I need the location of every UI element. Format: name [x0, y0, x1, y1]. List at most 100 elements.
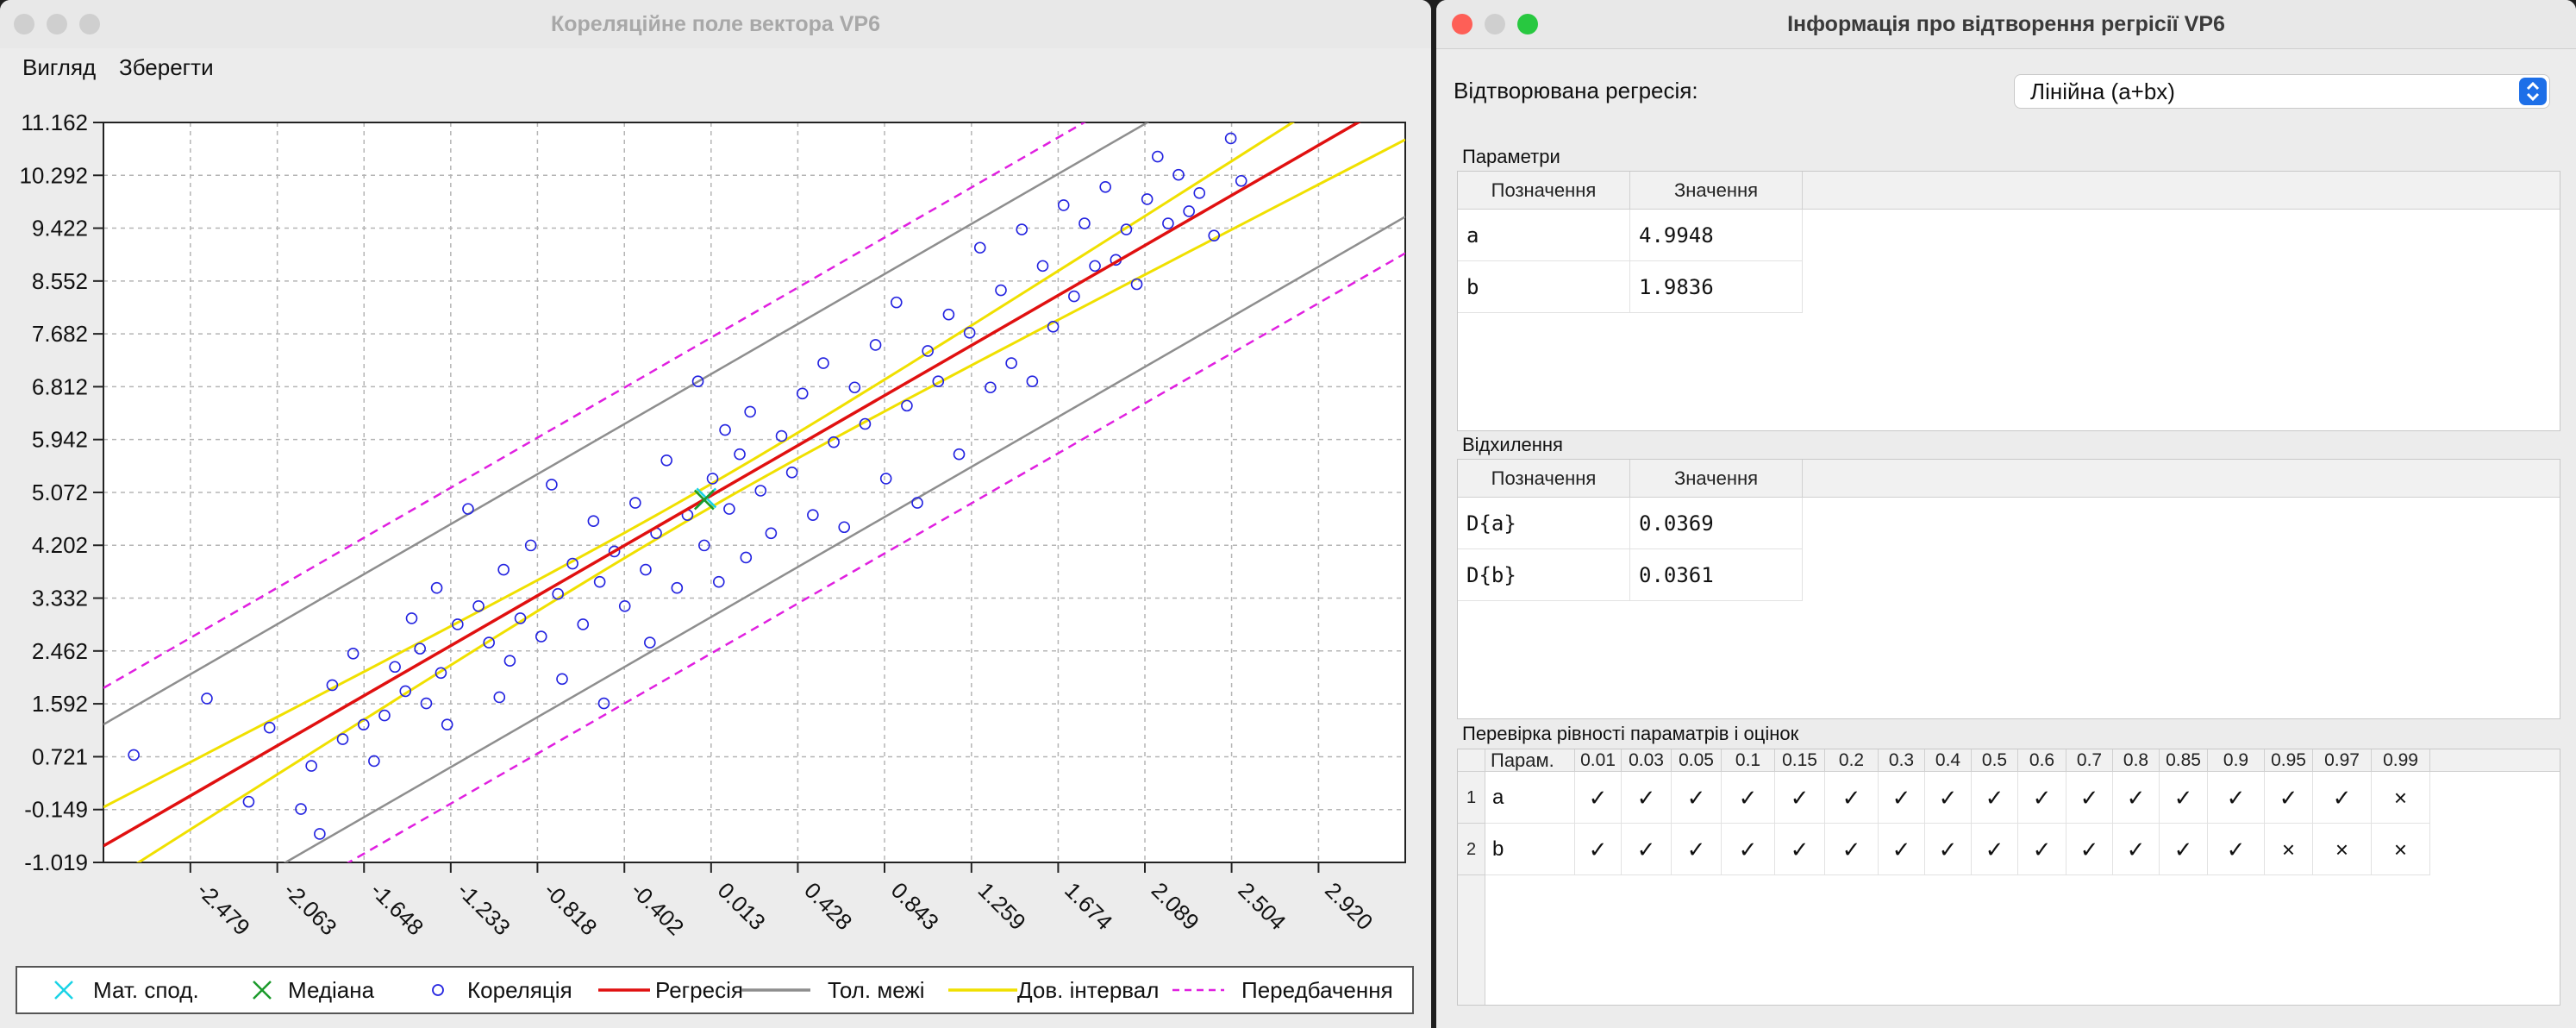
scatter-point[interactable]	[1057, 199, 1070, 211]
close-button[interactable]	[14, 14, 34, 34]
scatter-point[interactable]	[740, 551, 753, 564]
check-header-level[interactable]: 0.6	[2018, 749, 2066, 772]
minimize-button[interactable]	[1485, 14, 1505, 34]
deviation-header-name[interactable]: Позначення	[1458, 460, 1630, 498]
scatter-point[interactable]	[326, 679, 339, 692]
check-header-level[interactable]: 0.2	[1825, 749, 1879, 772]
scatter-point[interactable]	[503, 655, 516, 668]
scatter-point[interactable]	[1047, 321, 1060, 333]
scatter-point[interactable]	[1026, 375, 1039, 388]
scatter-point[interactable]	[1016, 223, 1029, 235]
check-mark[interactable]: ✓	[1879, 772, 1925, 824]
scatter-point[interactable]	[932, 375, 945, 388]
check-table[interactable]: Парам. 0.01 0.03 0.05 0.1 0.15 0.2 0.3 0.4 0.5 0.6…	[1457, 749, 2560, 1006]
scatter-point[interactable]	[644, 636, 656, 649]
check-mark[interactable]: ✓	[1575, 824, 1622, 875]
scatter-point[interactable]	[452, 618, 464, 630]
scatter-point[interactable]	[295, 803, 307, 815]
scatter-point[interactable]	[497, 563, 510, 576]
check-header-level[interactable]: 0.15	[1775, 749, 1825, 772]
scatter-point[interactable]	[671, 581, 684, 594]
check-mark[interactable]: ✓	[2113, 772, 2160, 824]
scatter-point[interactable]	[629, 497, 641, 509]
check-header-level[interactable]: 0.05	[1672, 749, 1722, 772]
check-header-level[interactable]: 0.3	[1879, 749, 1925, 772]
check-header-level[interactable]: 0.1	[1722, 749, 1775, 772]
check-mark[interactable]: ✓	[1972, 824, 2018, 875]
scatter-point[interactable]	[1068, 290, 1080, 303]
scatter-point[interactable]	[985, 381, 997, 394]
scatter-point[interactable]	[1120, 223, 1133, 235]
check-mark[interactable]: ×	[2372, 824, 2430, 875]
check-mark[interactable]: ✓	[2113, 824, 2160, 875]
check-mark[interactable]: ✓	[2208, 772, 2265, 824]
scatter-point[interactable]	[963, 327, 976, 339]
scatter-point[interactable]	[838, 521, 851, 534]
scatter-point[interactable]	[1162, 217, 1174, 229]
scatter-point[interactable]	[1079, 217, 1091, 229]
scatter-point[interactable]	[879, 473, 892, 485]
scatter-point[interactable]	[817, 357, 829, 369]
check-mark[interactable]: ✓	[1972, 772, 2018, 824]
close-button[interactable]	[1452, 14, 1472, 34]
zoom-button[interactable]	[1517, 14, 1538, 34]
check-mark[interactable]: ✓	[1622, 772, 1672, 824]
scatter-point[interactable]	[712, 575, 725, 588]
scatter-point[interactable]	[891, 296, 903, 309]
scatter-point[interactable]	[744, 405, 756, 418]
check-mark[interactable]: ✓	[2265, 772, 2313, 824]
params-cell[interactable]: 4.9948	[1630, 210, 1803, 261]
scatter-point[interactable]	[597, 697, 610, 710]
scatter-point[interactable]	[901, 399, 913, 412]
check-mark[interactable]: ✓	[1825, 772, 1879, 824]
scatter-point[interactable]	[201, 693, 213, 705]
check-mark[interactable]: ✓	[1775, 772, 1825, 824]
scatter-point[interactable]	[347, 647, 360, 660]
scatter-point[interactable]	[706, 473, 719, 485]
scatter-point[interactable]	[535, 630, 547, 642]
check-header-level[interactable]: 0.99	[2372, 749, 2430, 772]
scatter-point[interactable]	[775, 429, 788, 442]
zoom-button[interactable]	[79, 14, 100, 34]
scatter-point[interactable]	[1089, 260, 1101, 273]
deviation-header-value[interactable]: Значення	[1630, 460, 1803, 498]
scatter-point[interactable]	[807, 509, 819, 521]
scatter-point[interactable]	[357, 718, 370, 730]
check-mark[interactable]: ✓	[1925, 772, 1972, 824]
check-mark[interactable]: ✓	[1925, 824, 1972, 875]
deviation-cell[interactable]: 0.0369	[1630, 498, 1803, 549]
scatter-point[interactable]	[848, 381, 861, 394]
regression-select[interactable]: Лінійна (a+bx)	[2014, 74, 2550, 109]
check-header-level[interactable]: 0.01	[1575, 749, 1622, 772]
check-mark[interactable]: ✓	[2066, 824, 2113, 875]
scatter-point[interactable]	[405, 612, 418, 624]
check-mark[interactable]: ✓	[1575, 772, 1622, 824]
scatter-point[interactable]	[314, 828, 326, 840]
check-mark[interactable]: ×	[2265, 824, 2313, 875]
scatter-point[interactable]	[922, 345, 934, 357]
scatter-point[interactable]	[128, 749, 140, 762]
scatter-point[interactable]	[514, 612, 527, 624]
scatter-point[interactable]	[719, 423, 731, 436]
scatter-point[interactable]	[593, 575, 606, 588]
check-mark[interactable]: ✓	[1722, 772, 1775, 824]
check-mark[interactable]: ✓	[2313, 772, 2372, 824]
scatter-point[interactable]	[368, 755, 380, 768]
check-mark[interactable]: ✓	[1622, 824, 1672, 875]
scatter-point[interactable]	[552, 587, 564, 600]
scatter-point[interactable]	[1151, 150, 1164, 163]
scatter-point[interactable]	[435, 667, 447, 680]
params-cell[interactable]: b	[1458, 261, 1630, 313]
check-mark[interactable]: ✓	[2066, 772, 2113, 824]
check-row-param[interactable]: a	[1485, 772, 1575, 824]
check-header-level[interactable]: 0.03	[1622, 749, 1672, 772]
scatter-point[interactable]	[305, 760, 317, 772]
scatter-point[interactable]	[723, 503, 735, 515]
check-header-level[interactable]: 0.97	[2313, 749, 2372, 772]
deviation-cell[interactable]: D{b}	[1458, 549, 1630, 601]
scatter-point[interactable]	[263, 721, 276, 734]
scatter-point[interactable]	[399, 685, 412, 698]
menu-save[interactable]: Зберегти	[119, 54, 214, 80]
scatter-point[interactable]	[242, 795, 255, 808]
deviation-cell[interactable]: 0.0361	[1630, 549, 1803, 601]
